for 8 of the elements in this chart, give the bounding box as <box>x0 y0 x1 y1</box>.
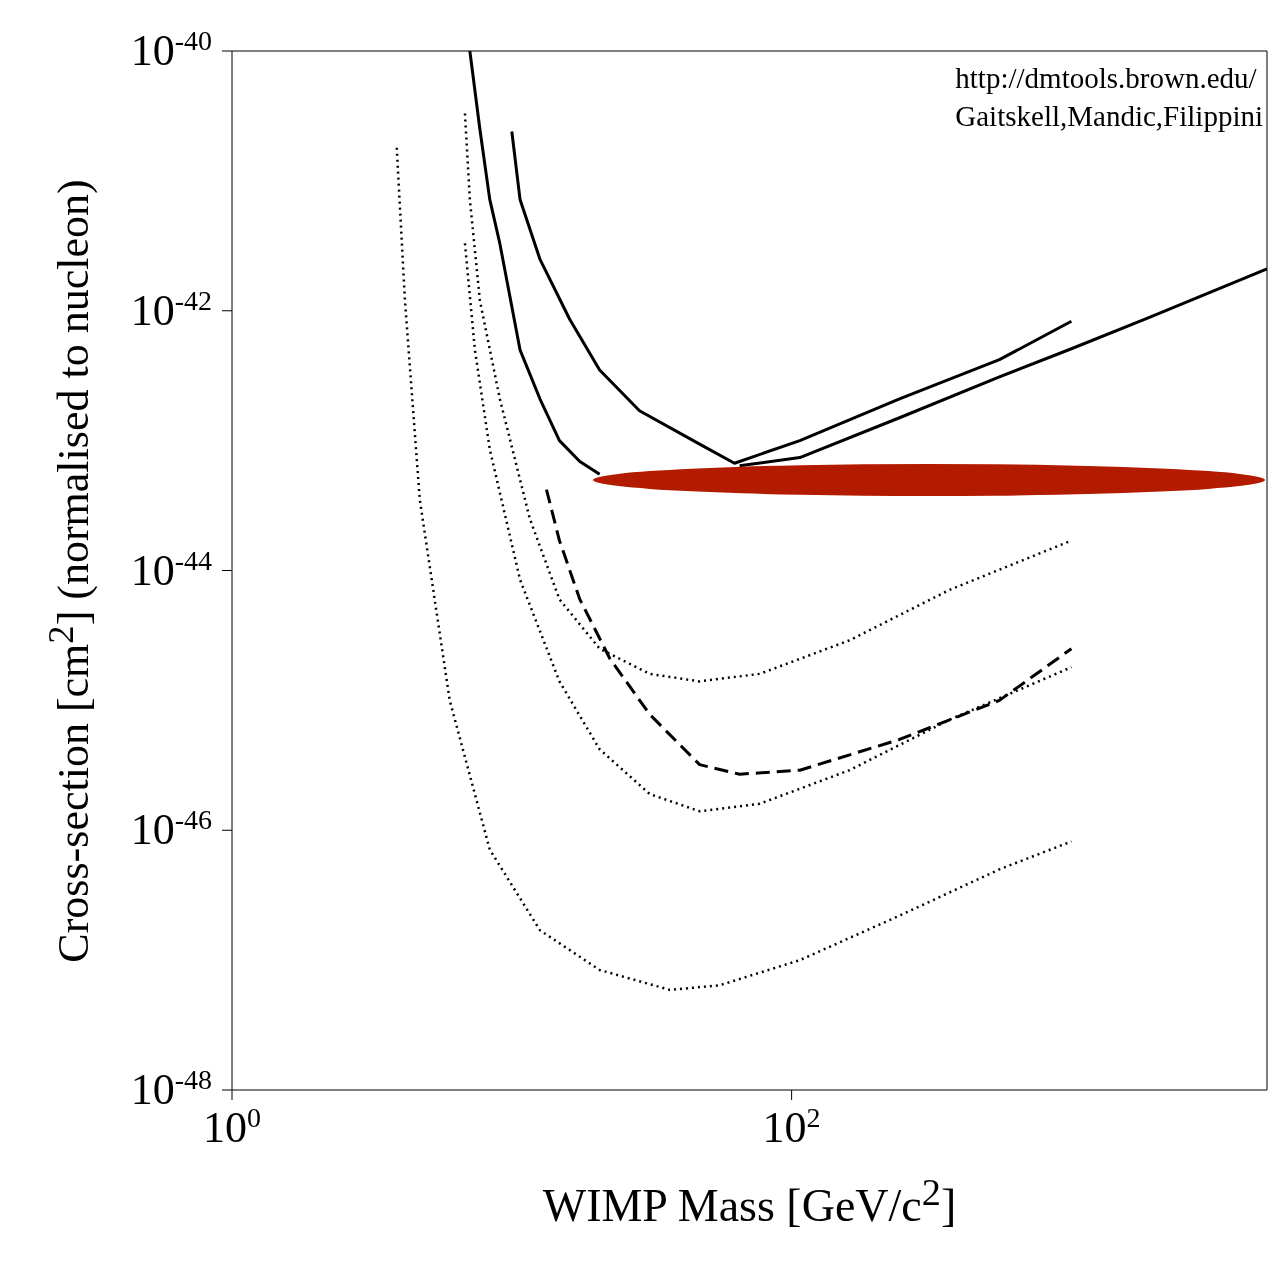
y-tick-label: 10$^{-44}$ <box>130 544 212 595</box>
y-tick-label: 10$^{-46}$ <box>130 803 212 855</box>
x-axis-title: WIMP Mass [GeV/c$^{2}$] <box>541 1170 958 1233</box>
x-tick-label: 10$^{2}$ <box>762 1101 821 1152</box>
annotation: http://dmtools.brown.edu/ <box>955 61 1258 96</box>
y-tick-label: 10$^{-42}$ <box>130 284 212 335</box>
y-tick-label: 10$^{-40}$ <box>130 24 212 75</box>
annotation: Gaitskell,Mandic,Filippini <box>955 99 1263 134</box>
